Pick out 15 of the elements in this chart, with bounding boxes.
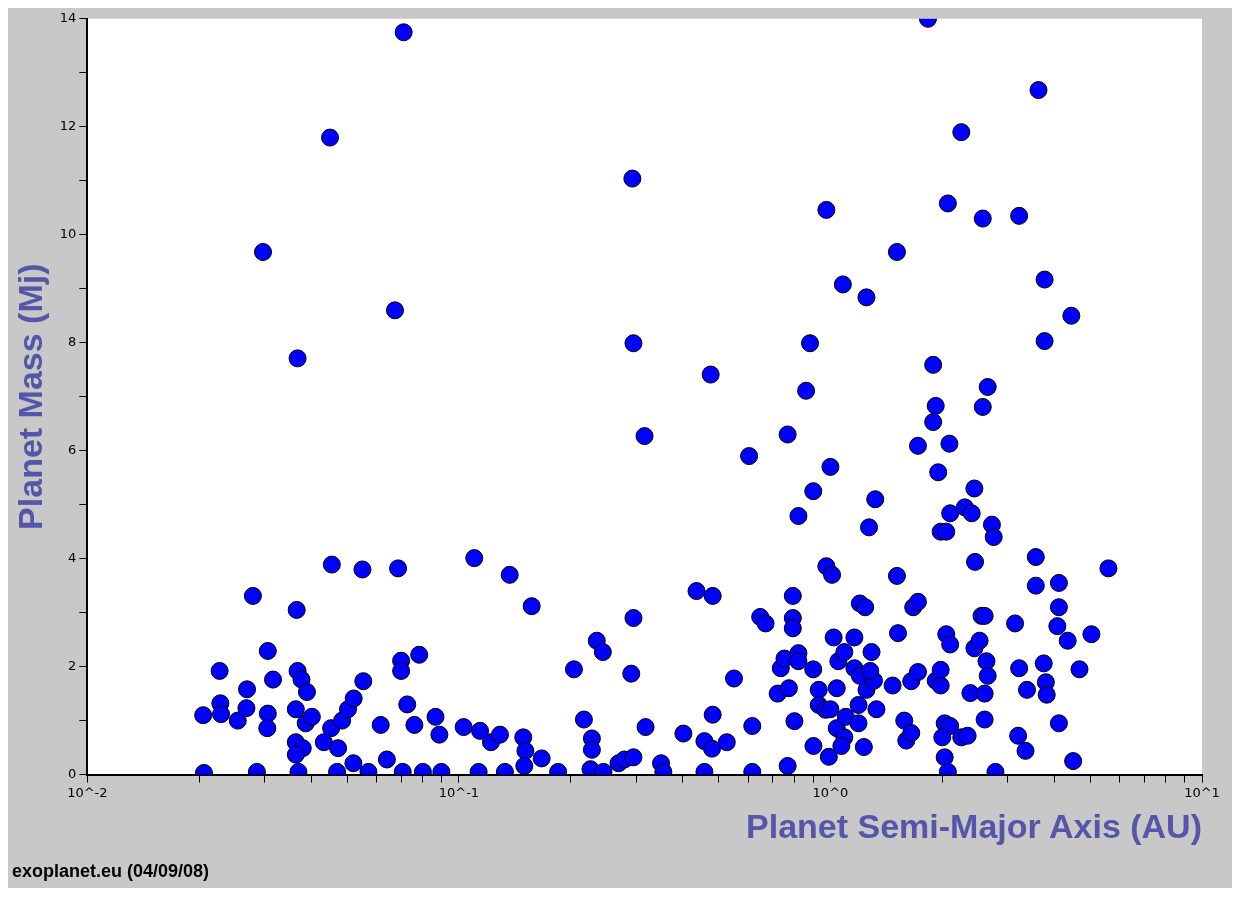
y-axis-title: Planet Mass (Mj) [10,263,49,530]
y-tick-label: 8 [68,334,77,350]
y-tick-label: 4 [68,550,77,566]
x-tick-label: 10^1 [1184,784,1220,800]
x-tick-label: 10^0 [812,784,849,800]
y-tick-label: 12 [59,118,77,134]
x-axis-title: Planet Semi-Major Axis (AU) [746,806,1202,845]
y-tick-label: 0 [68,765,77,781]
text: exoplanet.eu (04/09/08) [12,861,210,882]
x-tick-label: 10^-1 [438,784,480,800]
y-tick-label: 6 [68,442,77,458]
x-tick-label: 10^-2 [67,784,108,800]
y-tick-label: 2 [68,658,77,673]
y-tick-label: 14 [59,10,77,26]
y-tick-label: 10 [59,226,77,242]
